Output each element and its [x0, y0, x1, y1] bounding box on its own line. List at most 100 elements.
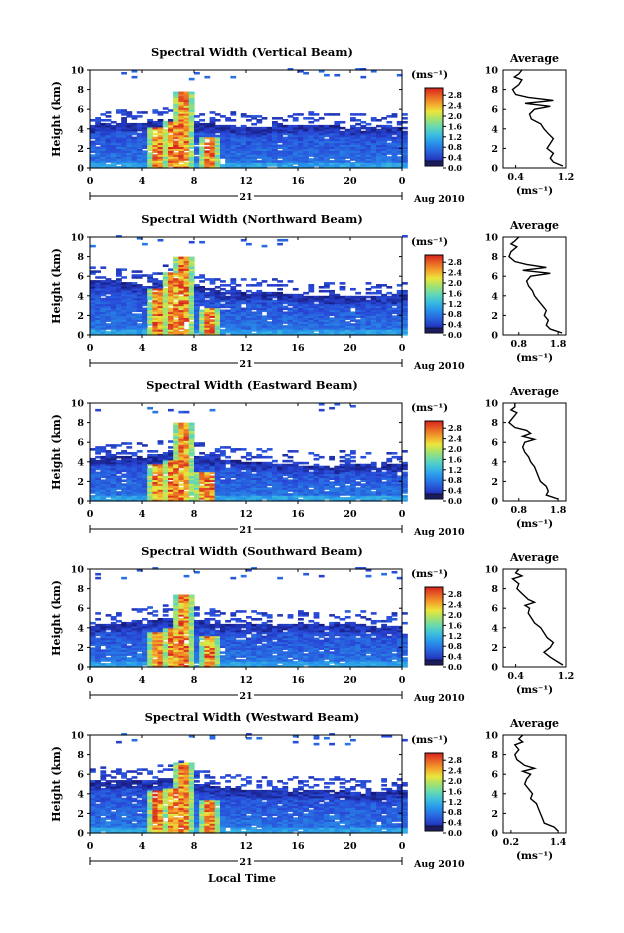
heatmap-cell	[241, 278, 247, 281]
heatmap-cell	[184, 329, 190, 332]
heatmap-cell	[184, 411, 190, 414]
heatmap-cell	[204, 288, 210, 291]
heatmap-cell	[288, 125, 294, 128]
heatmap-cell	[392, 294, 398, 297]
heatmap-cell	[277, 243, 283, 246]
colorbar-underflow	[425, 161, 443, 166]
y-tick-label: 4	[77, 291, 84, 302]
colorbar-tick-label: 2.4	[448, 268, 462, 278]
heatmap-cell	[381, 117, 387, 120]
heatmap-cell	[272, 464, 278, 467]
heatmap-cell	[360, 483, 366, 486]
heatmap-cell	[173, 141, 179, 144]
heatmap-cell	[147, 274, 153, 277]
heatmap-cell	[184, 257, 190, 260]
heatmap-cell	[142, 111, 148, 114]
heatmap-cell	[246, 290, 252, 293]
heatmap-cell	[184, 491, 190, 494]
x-tick-label: 12	[239, 343, 252, 354]
heatmap-cell	[126, 111, 132, 114]
heatmap-cell	[106, 296, 112, 299]
heatmap-cell	[111, 454, 117, 457]
heatmap-cell	[293, 125, 299, 128]
heatmap-cell	[241, 292, 247, 295]
heatmap-cell	[204, 300, 210, 303]
heatmap-cell	[308, 489, 314, 492]
heatmap-cell	[355, 123, 361, 126]
x-tick-label: 8	[191, 176, 198, 187]
heatmap-cell	[204, 143, 210, 146]
heatmap-cell	[173, 257, 179, 260]
heatmap-cell	[272, 121, 278, 124]
heatmap-cell	[100, 663, 106, 666]
heatmap-cell	[392, 464, 398, 467]
heatmap-cell	[230, 278, 236, 281]
heatmap-cell	[147, 302, 153, 305]
x-tick-label: 4	[139, 176, 146, 187]
heatmap-cell	[303, 125, 309, 128]
heatmap-cell	[106, 632, 112, 635]
heatmap-cell	[381, 284, 387, 287]
heatmap-cell	[308, 125, 314, 128]
colorbar-underflow	[425, 328, 443, 333]
heatmap-cell	[168, 109, 174, 112]
heatmap-cell	[126, 123, 132, 126]
x-tick-label: 20	[343, 343, 357, 354]
heatmap-cell	[163, 264, 169, 267]
heatmap-cell	[272, 460, 278, 463]
average-y-tick-label: 2	[491, 477, 498, 488]
heatmap-cell	[324, 296, 330, 299]
heatmap-cell	[282, 306, 288, 309]
x-tick-label: 0	[399, 176, 406, 187]
heatmap-cell	[282, 325, 288, 328]
heatmap-cell	[366, 296, 372, 299]
heatmap-cell	[137, 620, 143, 623]
heatmap-cell	[402, 235, 408, 238]
date-label: Aug 2010	[413, 194, 465, 205]
heatmap-cell	[147, 612, 153, 615]
x-tick-label: 20	[343, 176, 357, 187]
heatmap-cell	[163, 107, 169, 110]
colorbar-tick-label: 2.0	[448, 444, 462, 454]
heatmap-cell	[246, 294, 252, 297]
heatmap-cell	[376, 284, 382, 287]
heatmap-cell	[116, 624, 122, 627]
heatmap-cell	[282, 239, 288, 242]
heatmap-cell	[241, 125, 247, 128]
heatmap-cell	[137, 456, 143, 459]
heatmap-cell	[350, 450, 356, 453]
heatmap-cell	[168, 481, 174, 484]
heatmap-cell	[324, 282, 330, 285]
heatmap-cell	[246, 452, 252, 455]
heatmap-cell	[210, 476, 216, 479]
heatmap-cell	[277, 280, 283, 283]
heatmap-cell	[95, 638, 101, 641]
heatmap-cell	[194, 115, 200, 118]
heatmap-cell	[277, 464, 283, 467]
heatmap-cell	[132, 620, 138, 623]
heatmap	[90, 68, 408, 169]
heatmap-cell	[350, 405, 356, 408]
heatmap-cell	[158, 111, 164, 114]
heatmap-cell	[194, 456, 200, 459]
heatmap-cell	[256, 282, 262, 285]
heatmap-cell	[116, 123, 122, 126]
heatmap-cell	[324, 74, 330, 77]
heatmap-cell	[137, 323, 143, 326]
heatmap-cell	[204, 146, 210, 149]
heatmap-cell	[371, 292, 377, 295]
average-y-tick-label: 4	[491, 291, 498, 302]
heatmap-cell	[334, 487, 340, 490]
heatmap-cell	[319, 117, 325, 120]
heatmap-cell	[288, 464, 294, 467]
heatmap-cell	[121, 479, 127, 482]
heatmap-cell	[225, 284, 231, 287]
heatmap-cell	[132, 608, 138, 611]
heatmap-cell	[106, 450, 112, 453]
heatmap-cell	[236, 460, 242, 463]
colorbar	[425, 421, 443, 499]
heatmap-cell	[319, 286, 325, 289]
heatmap-cell	[184, 92, 190, 95]
heatmap-cell	[173, 278, 179, 281]
heatmap-cell	[350, 464, 356, 467]
